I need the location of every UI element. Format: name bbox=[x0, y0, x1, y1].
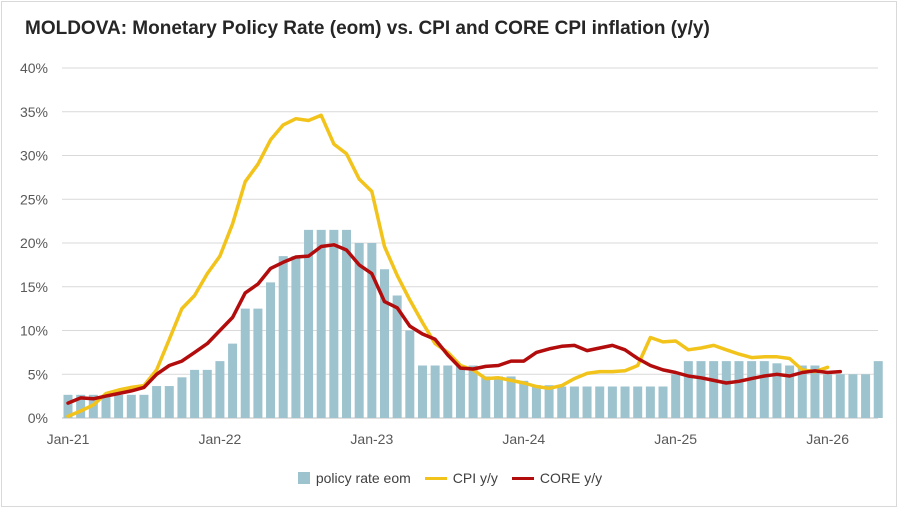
policy-rate-bar bbox=[747, 361, 757, 418]
x-tick-label: Jan-22 bbox=[199, 431, 242, 447]
x-axis-ticks: Jan-21 Jan-22 Jan-23 Jan-24 Jan-25 Jan-26 bbox=[47, 431, 850, 447]
x-tick-label: Jan-21 bbox=[47, 431, 90, 447]
policy-rate-bars bbox=[63, 229, 883, 418]
policy-rate-bar bbox=[164, 386, 174, 418]
policy-rate-bar bbox=[848, 374, 858, 418]
policy-rate-bar bbox=[709, 361, 719, 418]
y-tick-label: 20% bbox=[20, 235, 48, 251]
y-tick-label: 10% bbox=[20, 323, 48, 339]
legend-swatch-cpi bbox=[424, 476, 447, 480]
legend-label-cpi: CPI y/y bbox=[452, 470, 498, 486]
policy-rate-bar bbox=[797, 365, 807, 418]
y-tick-label: 40% bbox=[20, 60, 48, 76]
policy-rate-bar bbox=[392, 295, 402, 418]
policy-rate-bar bbox=[721, 361, 731, 418]
x-tick-label: Jan-24 bbox=[502, 431, 545, 447]
policy-rate-bar bbox=[417, 365, 427, 418]
policy-rate-bar bbox=[380, 269, 389, 418]
legend-swatch-core bbox=[511, 476, 534, 480]
policy-rate-bar bbox=[240, 308, 250, 418]
legend-item-core: CORE y/y bbox=[511, 470, 603, 486]
policy-rate-bar bbox=[354, 243, 364, 418]
y-tick-label: 35% bbox=[20, 104, 48, 120]
policy-rate-bar bbox=[202, 369, 212, 418]
policy-rate-bar bbox=[291, 256, 301, 418]
policy-rate-bar bbox=[607, 386, 617, 418]
policy-rate-bar bbox=[177, 377, 187, 418]
policy-rate-bar bbox=[76, 394, 86, 418]
policy-rate-bar bbox=[861, 374, 871, 418]
policy-rate-bar bbox=[519, 380, 529, 418]
policy-rate-bar bbox=[139, 394, 149, 418]
inflation-lines bbox=[66, 113, 843, 419]
policy-rate-bar bbox=[342, 229, 352, 418]
policy-rate-bar bbox=[329, 229, 339, 418]
policy-rate-bar bbox=[544, 385, 554, 418]
y-tick-label: 5% bbox=[28, 366, 48, 382]
x-tick-label: Jan-26 bbox=[806, 431, 849, 447]
policy-rate-bar bbox=[633, 386, 643, 418]
policy-rate-bar bbox=[443, 365, 453, 418]
policy-rate-bar bbox=[582, 386, 592, 418]
policy-rate-bar bbox=[785, 365, 795, 418]
policy-rate-bar bbox=[696, 361, 706, 418]
core-line bbox=[66, 243, 843, 405]
policy-rate-bar bbox=[101, 394, 111, 418]
policy-rate-bar bbox=[126, 394, 136, 418]
policy-rate-bar bbox=[734, 361, 744, 418]
policy-rate-bar bbox=[506, 376, 516, 418]
policy-rate-bar bbox=[228, 343, 238, 418]
policy-rate-bar bbox=[405, 330, 415, 418]
policy-rate-bar bbox=[152, 386, 162, 418]
policy-rate-bar bbox=[114, 394, 124, 418]
policy-rate-bar bbox=[215, 361, 225, 418]
policy-rate-bar bbox=[645, 386, 655, 418]
policy-rate-bar bbox=[810, 365, 820, 418]
legend-item-cpi: CPI y/y bbox=[424, 470, 498, 486]
policy-rate-bar bbox=[620, 386, 630, 418]
y-tick-label: 30% bbox=[20, 148, 48, 164]
policy-rate-bar bbox=[595, 386, 605, 418]
policy-rate-bar bbox=[671, 374, 681, 418]
policy-rate-bar bbox=[772, 363, 782, 418]
y-tick-label: 15% bbox=[20, 279, 48, 295]
policy-rate-bar bbox=[557, 386, 567, 418]
policy-rate-bar bbox=[455, 365, 465, 418]
policy-rate-bar bbox=[190, 369, 200, 418]
policy-rate-bar bbox=[481, 376, 491, 418]
policy-rate-bar bbox=[266, 282, 276, 418]
policy-rate-bar bbox=[493, 376, 503, 418]
policy-rate-bar bbox=[835, 374, 845, 418]
legend-item-policy-rate: policy rate eom bbox=[297, 470, 411, 486]
policy-rate-bar bbox=[253, 308, 263, 418]
policy-rate-bar bbox=[367, 243, 377, 418]
legend-label-policy-rate: policy rate eom bbox=[315, 470, 411, 486]
policy-rate-bar bbox=[658, 386, 668, 418]
legend-swatch-policy-rate bbox=[297, 472, 310, 484]
policy-rate-bar bbox=[569, 386, 579, 418]
policy-rate-bar bbox=[63, 394, 73, 418]
x-tick-label: Jan-25 bbox=[654, 431, 697, 447]
y-axis-ticks: 0% 5% 10% 15% 20% 25% 30% 35% 40% bbox=[20, 60, 48, 426]
policy-rate-bar bbox=[316, 229, 326, 418]
y-tick-label: 0% bbox=[28, 410, 48, 426]
y-tick-label: 25% bbox=[20, 191, 48, 207]
policy-rate-bar bbox=[304, 229, 314, 418]
policy-rate-bar bbox=[468, 365, 478, 418]
legend-label-core: CORE y/y bbox=[539, 470, 603, 486]
policy-rate-bar bbox=[531, 385, 541, 418]
policy-rate-bar bbox=[683, 361, 693, 418]
x-tick-label: Jan-23 bbox=[350, 431, 393, 447]
policy-rate-bar bbox=[430, 365, 440, 418]
policy-rate-bar bbox=[873, 361, 883, 418]
policy-rate-bar bbox=[823, 374, 833, 418]
legend: policy rate eom CPI y/y CORE y/y bbox=[0, 470, 900, 486]
chart-title: MOLDOVA: Monetary Policy Rate (eom) vs. … bbox=[25, 18, 710, 39]
policy-rate-bar bbox=[278, 256, 288, 418]
policy-rate-bar bbox=[759, 361, 769, 418]
